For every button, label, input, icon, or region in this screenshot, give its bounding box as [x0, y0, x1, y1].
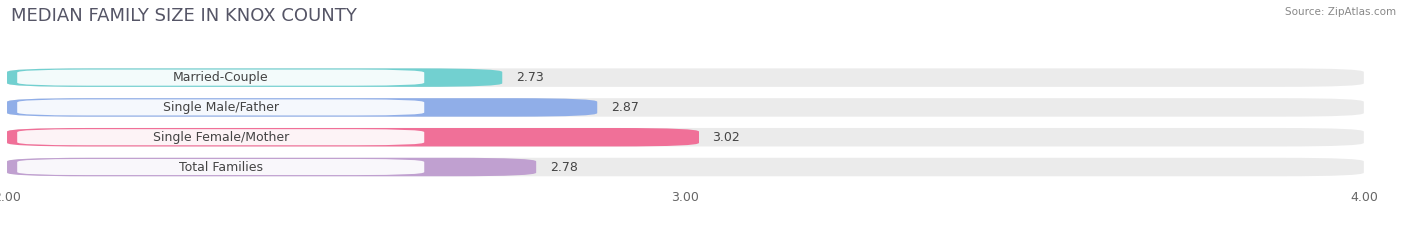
- Text: 3.02: 3.02: [713, 131, 741, 144]
- Text: Married-Couple: Married-Couple: [173, 71, 269, 84]
- FancyBboxPatch shape: [17, 159, 425, 175]
- Text: Single Male/Father: Single Male/Father: [163, 101, 278, 114]
- Text: 2.78: 2.78: [550, 161, 578, 174]
- Text: Single Female/Mother: Single Female/Mother: [153, 131, 288, 144]
- Text: Total Families: Total Families: [179, 161, 263, 174]
- FancyBboxPatch shape: [7, 128, 1364, 147]
- Text: MEDIAN FAMILY SIZE IN KNOX COUNTY: MEDIAN FAMILY SIZE IN KNOX COUNTY: [11, 7, 357, 25]
- FancyBboxPatch shape: [7, 158, 536, 176]
- Text: 2.87: 2.87: [610, 101, 638, 114]
- FancyBboxPatch shape: [17, 129, 425, 145]
- Text: Source: ZipAtlas.com: Source: ZipAtlas.com: [1285, 7, 1396, 17]
- Text: 2.73: 2.73: [516, 71, 544, 84]
- FancyBboxPatch shape: [7, 158, 1364, 176]
- FancyBboxPatch shape: [7, 68, 1364, 87]
- FancyBboxPatch shape: [17, 70, 425, 86]
- FancyBboxPatch shape: [7, 128, 699, 147]
- FancyBboxPatch shape: [7, 98, 598, 117]
- FancyBboxPatch shape: [17, 99, 425, 116]
- FancyBboxPatch shape: [7, 98, 1364, 117]
- FancyBboxPatch shape: [7, 68, 502, 87]
